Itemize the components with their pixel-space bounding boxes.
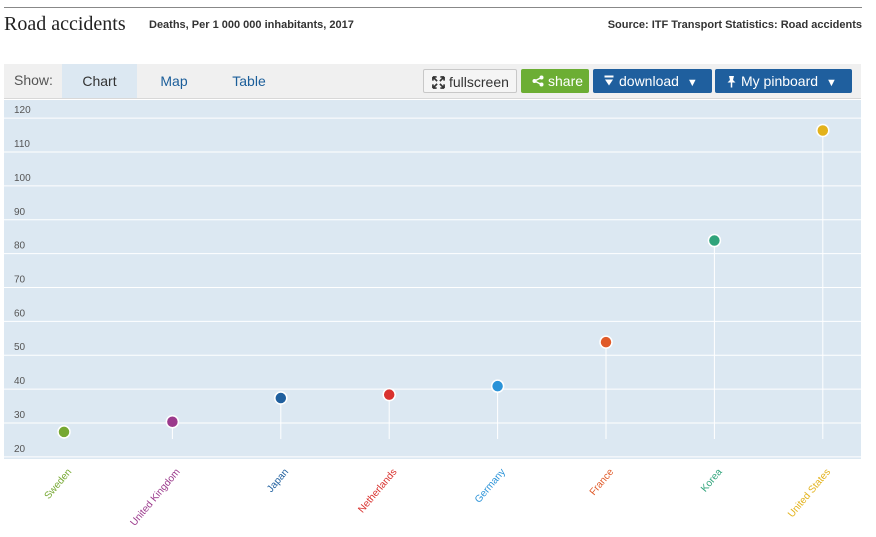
data-point bbox=[707, 233, 722, 248]
x-category-label: United States bbox=[786, 467, 833, 520]
y-tick-label: 50 bbox=[14, 342, 26, 353]
share-icon bbox=[532, 69, 544, 93]
y-tick-label: 30 bbox=[14, 410, 26, 421]
y-tick-label: 70 bbox=[14, 275, 26, 286]
y-tick-label: 40 bbox=[14, 376, 26, 387]
data-point bbox=[57, 425, 71, 439]
chevron-down-icon: ▼ bbox=[825, 77, 837, 89]
fullscreen-label: fullscreen bbox=[449, 74, 509, 90]
plot-background bbox=[4, 100, 861, 459]
download-label: download bbox=[619, 73, 679, 89]
tab-map[interactable]: Map bbox=[160, 73, 188, 89]
fullscreen-icon bbox=[432, 70, 445, 94]
tab-table[interactable]: Table bbox=[232, 73, 266, 89]
chart-subtitle: Deaths, Per 1 000 000 inhabitants, 2017 bbox=[149, 19, 354, 31]
y-tick-label: 60 bbox=[14, 308, 26, 319]
x-category-label: France bbox=[588, 467, 617, 498]
tab-chart[interactable]: Chart bbox=[62, 64, 137, 98]
download-button[interactable]: download ▼ bbox=[593, 69, 712, 93]
source-note: Source: ITF Transport Statistics: Road a… bbox=[607, 19, 862, 31]
share-button[interactable]: share bbox=[521, 69, 589, 93]
y-tick-label: 80 bbox=[14, 241, 26, 252]
download-icon bbox=[603, 69, 615, 93]
x-category-label: Japan bbox=[265, 467, 291, 495]
page-title: Road accidents bbox=[4, 13, 126, 35]
y-tick-label: 100 bbox=[14, 173, 31, 184]
data-point bbox=[274, 391, 288, 405]
share-label: share bbox=[548, 73, 584, 89]
data-point bbox=[382, 387, 396, 402]
data-point bbox=[490, 379, 505, 393]
fullscreen-button[interactable]: fullscreen bbox=[423, 69, 517, 93]
chevron-down-icon: ▼ bbox=[686, 77, 698, 89]
top-rule bbox=[4, 7, 862, 8]
y-tick-label: 110 bbox=[14, 139, 30, 150]
x-category-label: Netherlands bbox=[356, 467, 399, 515]
data-point bbox=[599, 335, 613, 349]
pinboard-label: My pinboard bbox=[741, 73, 819, 89]
x-category-label: Sweden bbox=[43, 467, 75, 502]
pinboard-button[interactable]: My pinboard ▼ bbox=[715, 69, 852, 93]
x-category-label: Korea bbox=[699, 467, 725, 495]
x-category-label: United Kingdom bbox=[129, 467, 183, 529]
y-tick-label: 90 bbox=[14, 207, 26, 218]
chart-toolbar: Show: Chart Map Table fullscreen share d… bbox=[4, 64, 861, 99]
show-label: Show: bbox=[14, 72, 53, 88]
y-tick-label: 20 bbox=[14, 444, 26, 455]
data-point bbox=[165, 414, 180, 429]
x-category-label: Germany bbox=[473, 467, 508, 506]
y-tick-label: 120 bbox=[14, 105, 31, 116]
pin-icon bbox=[726, 69, 737, 93]
data-point bbox=[816, 123, 830, 138]
